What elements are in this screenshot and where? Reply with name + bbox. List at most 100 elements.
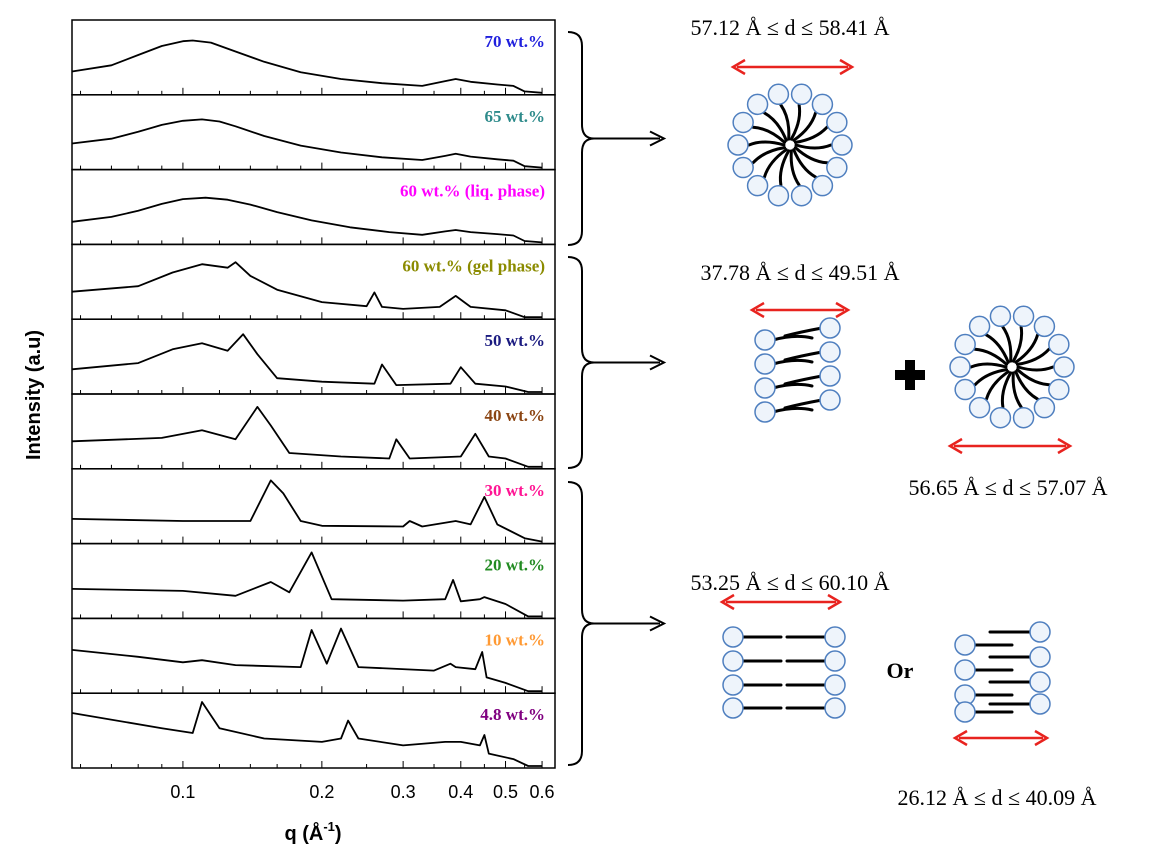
tail (771, 334, 814, 342)
head-group (968, 396, 991, 419)
head-group (954, 659, 976, 681)
head-group (826, 156, 848, 179)
tail (792, 148, 818, 179)
head-group (824, 697, 846, 719)
head-group (989, 406, 1012, 429)
annotation: 57.12 Å ≤ d ≤ 58.41 Å (691, 15, 890, 40)
series-label: 10 wt.% (485, 630, 545, 649)
tail (969, 362, 1008, 369)
head-group (1033, 396, 1056, 419)
head-group (722, 697, 744, 719)
head-group (954, 378, 976, 401)
series-label: 65 wt.% (485, 107, 545, 126)
arrow-head (649, 615, 667, 632)
x-label-text: q (Å (284, 821, 323, 845)
head-group (1029, 671, 1051, 693)
annotation: 56.65 Å ≤ d ≤ 57.07 Å (909, 475, 1108, 500)
brace (567, 481, 595, 766)
series-label: 4.8 wt.% (480, 705, 545, 724)
tail (1011, 325, 1024, 363)
x-tick-label: 0.1 (170, 782, 195, 802)
head-group (1048, 378, 1070, 401)
y-axis-label: Intensity (a.u) (23, 330, 45, 460)
x-tick-label: 0.2 (309, 782, 334, 802)
head-group (831, 134, 853, 156)
tail (779, 103, 791, 141)
head-group (727, 134, 749, 156)
curve (71, 479, 543, 543)
tail (783, 374, 824, 386)
tail (792, 111, 818, 142)
annotation: 26.12 Å ≤ d ≤ 40.09 Å (898, 785, 1097, 810)
head-group (1053, 356, 1075, 378)
tail (794, 143, 833, 150)
tail (1015, 347, 1051, 366)
x-tick-label: 0.3 (391, 782, 416, 802)
tail (783, 350, 824, 362)
curve (71, 627, 543, 693)
tail (762, 148, 788, 179)
series-label: 50 wt.% (485, 331, 545, 350)
head-group (811, 174, 834, 197)
head-group (989, 305, 1012, 328)
head-group (754, 353, 776, 375)
series-label: 60 wt.% (gel phase) (402, 256, 545, 275)
tail (751, 125, 787, 144)
tail (1014, 333, 1040, 364)
schematic (567, 31, 1075, 766)
dimension-head (730, 58, 855, 76)
head-group (790, 184, 813, 207)
tail (762, 111, 788, 142)
tail (771, 358, 814, 366)
head-group (754, 377, 776, 399)
head-group (819, 365, 841, 387)
tail (973, 368, 1009, 387)
head-group (1048, 333, 1070, 356)
tail (1011, 371, 1023, 409)
x-tick-label: 0.6 (530, 782, 555, 802)
tail (793, 125, 829, 144)
panel-frame (71, 318, 556, 395)
tail (973, 347, 1009, 366)
tail (778, 149, 791, 187)
dimension-head (947, 437, 1073, 455)
brace (567, 31, 595, 246)
tail (783, 398, 824, 410)
annotation: 53.25 Å ≤ d ≤ 60.10 Å (691, 570, 890, 595)
x-tick-label: 0.5 (493, 782, 518, 802)
series-label: 40 wt.% (485, 406, 545, 425)
tail (771, 406, 814, 414)
tail (771, 382, 814, 390)
series-label: 30 wt.% (485, 481, 545, 500)
head-group (790, 83, 813, 106)
head-group (746, 93, 769, 116)
annotation: 37.78 Å ≤ d ≤ 49.51 Å (701, 260, 900, 285)
head-group (1029, 621, 1051, 643)
head-group (949, 356, 971, 378)
dimension-head (749, 301, 851, 319)
tail (789, 149, 801, 187)
head-group (754, 329, 776, 351)
head-group (767, 83, 790, 106)
panel-frame (71, 468, 556, 545)
head-group (767, 184, 790, 207)
head-group (732, 156, 754, 179)
head-group (954, 333, 976, 356)
head-group (826, 111, 848, 134)
head-group (1012, 305, 1035, 328)
curve (71, 196, 543, 244)
tail (789, 103, 802, 141)
head-group (754, 401, 776, 423)
head-group (1029, 693, 1051, 715)
head-group (722, 674, 744, 696)
series-label: 20 wt.% (485, 556, 545, 575)
tail (1016, 365, 1055, 372)
head-group (819, 341, 841, 363)
plus-sign (895, 360, 925, 390)
dimension-head (719, 593, 843, 611)
head-group (824, 650, 846, 672)
head-group (968, 315, 991, 338)
annotation: Or (887, 658, 914, 683)
head-group (954, 634, 976, 656)
x-axis-label: q (Å-1) (284, 819, 341, 845)
